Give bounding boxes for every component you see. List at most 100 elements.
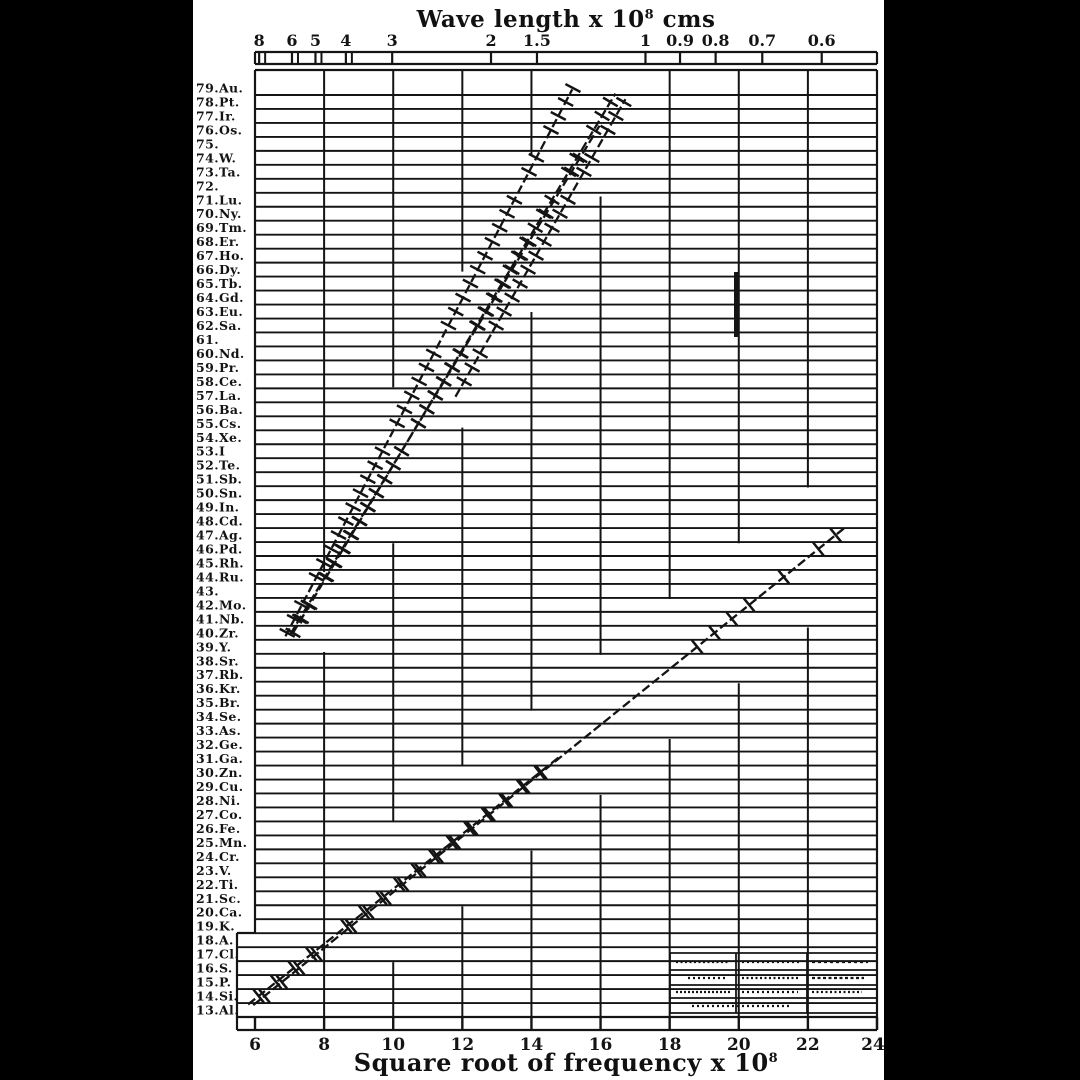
measurement-tick-K-alpha-z25 [445,834,459,850]
element-label-42: 42.Mo. [196,597,246,612]
measurement-tick-L-gamma-z63 [496,306,513,317]
element-label-27: 27.Co. [196,807,243,822]
element-label-56: 56.Ba. [196,402,243,417]
measurement-tick-L-beta-z74 [569,152,585,164]
top-axis-title-text: Wave length x 10 [416,6,645,33]
element-label-24: 24.Cr. [196,849,240,864]
measurement-tick-K-alpha-z17 [305,946,318,962]
series-line-L-alpha [284,88,574,637]
svg-text:5: 5 [310,31,321,50]
element-label-22: 22.Ti. [196,877,239,892]
measurement-tick-K-beta-z25 [448,834,462,850]
measurement-tick-L-beta-z71 [543,194,560,206]
k-series-lines [247,526,846,1007]
element-label-77: 77.Ir. [196,108,236,123]
element-label-17: 17.Cl. [196,947,239,962]
measurement-tick-K-beta-z42 [742,597,756,613]
measurement-tick-L-alpha-z51 [359,474,376,485]
element-label-68: 68.Er. [196,234,239,249]
measurement-tick-K-beta-z22 [396,876,410,892]
measurement-tick-K-alpha-z29 [515,779,529,794]
bottom-frequency-ruler: 6 8 10 12 14 16 18 20 22 24 [237,1017,885,1055]
measurement-tick-L-beta-z51 [376,473,393,485]
element-label-70: 70.Ny. [196,206,242,221]
measurement-tick-L-beta-z52 [385,459,402,471]
element-label-79: 79.Au. [196,81,243,96]
measurement-tick-L-beta-z68 [518,236,535,248]
measurement-tick-K-beta-z44 [777,569,791,585]
measurement-tick-K-beta-z23 [413,862,427,878]
measurement-tick-L-gamma-z64 [504,292,521,303]
element-label-18: 18.A. [196,933,234,948]
measurement-tick-L-beta-z60 [452,348,468,359]
measurement-tick-L-phi-z73 [563,166,580,178]
svg-text:0.9: 0.9 [666,31,694,50]
measurement-tick-L-beta-z41 [293,613,310,625]
measurement-tick-K-alpha-z20 [357,904,371,920]
measurement-tick-L-alpha-z45 [315,557,332,569]
element-label-19: 19.K. [196,919,235,934]
chart-border [235,68,879,1030]
element-label-76: 76.Os. [196,122,242,137]
measurement-tick-K-alpha-z23 [410,862,424,878]
measurement-tick-L-alpha-z40 [279,627,296,638]
svg-text:0.8: 0.8 [702,31,730,50]
measurement-tick-L-beta-z42 [301,599,318,611]
element-label-41: 41.Nb. [196,611,245,626]
svg-text:6: 6 [286,31,297,50]
measurement-tick-L-gamma-z76 [599,124,616,136]
measurement-tick-L-beta-z66 [502,264,519,276]
measurement-tick-L-alpha-z68 [484,236,501,247]
measurement-tick-L-alpha-z63 [447,306,464,317]
measurement-tick-K-beta-z28 [500,793,514,808]
measurement-tick-L-alpha-z47 [330,529,347,541]
element-label-36: 36.Kr. [196,681,241,696]
svg-text:6: 6 [249,1035,261,1055]
measurement-tick-L-alpha-z56 [396,404,413,415]
annotation-stamp [669,952,878,1014]
element-label-40: 40.Zr. [196,625,239,640]
measurement-tick-L-beta-z70 [535,208,552,220]
measurement-tick-L-alpha-z48 [337,516,354,527]
element-label-28: 28.Ni. [196,793,241,808]
svg-text:4: 4 [340,31,351,50]
element-label-64: 64.Gd. [196,290,244,305]
svg-text:8: 8 [254,31,265,50]
element-label-59: 59.Pr. [196,360,239,375]
element-label-74: 74.W. [196,150,236,165]
element-label-48: 48.Cd. [196,514,243,529]
svg-text:1.5: 1.5 [523,31,551,50]
element-label-34: 34.Se. [196,709,241,724]
measurement-tick-L-gamma-z71 [559,194,576,206]
measurement-tick-L-beta-z78 [602,96,619,108]
measurement-tick-L-gamma-z73 [575,166,592,178]
measurement-tick-L-alpha-z79 [564,82,582,94]
element-label-57: 57.La. [196,388,241,403]
measurement-tick-K-beta-z17 [310,946,323,962]
measurement-tick-L-beta-z49 [360,501,377,513]
measurement-tick-L-beta-z58 [435,375,452,387]
element-label-45: 45.Rh. [196,555,244,570]
element-label-60: 60.Nd. [196,346,245,361]
measurement-tick-K-beta-z41 [725,611,739,627]
measurement-tick-L-gamma-z66 [520,264,537,275]
element-label-71: 71.Lu. [196,192,242,207]
measurement-tick-K-alpha-z22 [392,876,406,892]
measurement-tick-L-alpha-z46 [323,543,340,555]
element-label-66: 66.Dy. [196,262,241,277]
measurement-tick-L-gamma-z58 [456,376,473,387]
measurement-tick-L-beta-z67 [510,250,527,262]
element-label-46: 46.Pd. [196,542,243,557]
element-label-51: 51.Sb. [196,472,242,487]
measurement-tick-K-beta-z26 [465,821,479,836]
measurement-tick-L-alpha-z49 [345,502,362,513]
measurement-tick-K-beta-z27 [483,807,496,822]
measurement-tick-L-beta-z76 [585,124,602,136]
series-line-L-beta [292,93,617,634]
measurement-tick-L-beta-z65 [493,278,510,290]
element-label-69: 69.Tm. [196,220,247,235]
measurement-tick-L-alpha-z74 [528,152,545,163]
element-label-67: 67.Ho. [196,248,244,263]
measurement-tick-L-gamma-z65 [512,278,529,289]
svg-text:12: 12 [450,1035,474,1055]
